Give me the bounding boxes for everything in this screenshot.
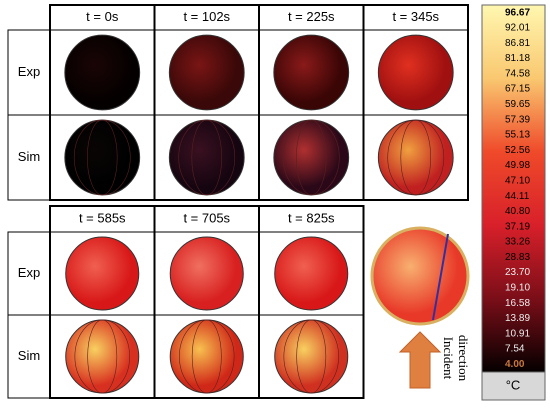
- thermal-image: [64, 119, 141, 196]
- time-label: t = 825s: [288, 210, 335, 225]
- thermal-image: [65, 236, 140, 311]
- colorbar-label: 4.00: [505, 359, 525, 370]
- colorbar-label: 23.70: [505, 267, 530, 278]
- colorbar-label: 19.10: [505, 283, 530, 294]
- unit-label: °C: [506, 377, 521, 392]
- mesh-line: [387, 119, 445, 196]
- rim: [370, 226, 470, 326]
- incident-arrow: [398, 331, 442, 389]
- thermal-image: [274, 236, 349, 311]
- colorbar-label: 49.98: [505, 160, 530, 171]
- colorbar-label: 33.26: [505, 237, 530, 248]
- thermal-image: [168, 119, 245, 196]
- thermal-image: [377, 119, 454, 196]
- laser-line: [432, 233, 449, 321]
- mesh-line: [178, 119, 236, 196]
- mesh-line: [74, 319, 130, 394]
- colorbar-label: 7.54: [505, 344, 525, 355]
- thermal-image: [169, 319, 244, 394]
- colorbar-label: 40.80: [505, 206, 530, 217]
- colorbar-label: 28.83: [505, 252, 530, 263]
- thermal-image: [274, 319, 349, 394]
- mesh-line: [73, 119, 131, 196]
- colorbar-label: 74.58: [505, 68, 530, 79]
- row-label: Exp: [18, 64, 40, 79]
- colorbar-label: 57.39: [505, 114, 530, 125]
- colorbar: [481, 4, 546, 373]
- row-label: Sim: [18, 149, 40, 164]
- colorbar-label: 81.18: [505, 53, 530, 64]
- annotation: Incident: [441, 337, 456, 380]
- time-label: t = 102s: [183, 9, 230, 24]
- time-label: t = 0s: [86, 9, 119, 24]
- row-label: Sim: [18, 348, 40, 363]
- thermal-image: [65, 319, 140, 394]
- mesh-line: [179, 319, 235, 394]
- unit-box: [481, 371, 546, 401]
- colorbar-label: 13.89: [505, 313, 530, 324]
- mesh-line: [282, 119, 340, 196]
- row-label: Exp: [18, 265, 40, 280]
- thermal-image: [377, 34, 454, 111]
- time-label: t = 585s: [79, 210, 126, 225]
- time-label: t = 705s: [183, 210, 230, 225]
- colorbar-label: 10.91: [505, 328, 530, 339]
- mesh-line: [283, 319, 339, 394]
- thermal-image: [273, 34, 350, 111]
- annotation: direction: [456, 335, 471, 382]
- thermal-image: [64, 34, 141, 111]
- colorbar-label: 52.56: [505, 145, 530, 156]
- colorbar-label: 55.13: [505, 130, 530, 141]
- colorbar-label: 67.15: [505, 84, 530, 95]
- colorbar-label: 96.67: [505, 7, 530, 18]
- time-label: t = 225s: [288, 9, 335, 24]
- colorbar-label: 16.58: [505, 298, 530, 309]
- colorbar-label: 37.19: [505, 221, 530, 232]
- colorbar-label: 59.65: [505, 99, 530, 110]
- thermal-image: [273, 119, 350, 196]
- colorbar-label: 44.11: [505, 191, 530, 202]
- thermal-image: [169, 236, 244, 311]
- colorbar-label: 86.81: [505, 38, 530, 49]
- time-label: t = 345s: [392, 9, 439, 24]
- colorbar-label: 47.10: [505, 175, 530, 186]
- thermal-image: [168, 34, 245, 111]
- colorbar-label: 92.01: [505, 23, 530, 34]
